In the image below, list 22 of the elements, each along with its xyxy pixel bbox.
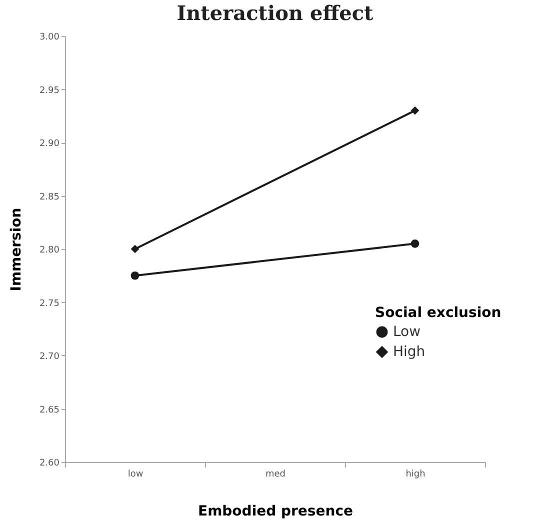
y-tick-label: 2.60 [39, 458, 60, 468]
y-tick-label: 2.75 [39, 298, 60, 309]
chart-title: Interaction effect [176, 1, 374, 25]
y-tick-label: 2.90 [39, 139, 60, 149]
legend-label: Low [393, 324, 421, 340]
y-tick-label: 2.70 [39, 352, 60, 362]
x-tick-label: low [128, 470, 144, 480]
y-tick-label: 2.85 [39, 192, 60, 202]
x-tick-label: med [265, 470, 286, 480]
y-tick-label: 3.00 [39, 32, 60, 42]
point [130, 244, 140, 254]
legend-label: High [393, 344, 426, 360]
y-tick-label: 2.80 [39, 246, 60, 256]
x-axis-title: Embodied presence [198, 504, 354, 520]
legend-title: Social exclusion [375, 305, 502, 321]
point [410, 240, 420, 248]
point [410, 106, 420, 115]
point [130, 271, 140, 280]
x-tick-label: high [406, 470, 426, 480]
y-axis-title: Immersion [8, 208, 24, 292]
y-tick-label: 2.65 [39, 405, 60, 416]
y-tick-label: 2.95 [39, 86, 60, 96]
